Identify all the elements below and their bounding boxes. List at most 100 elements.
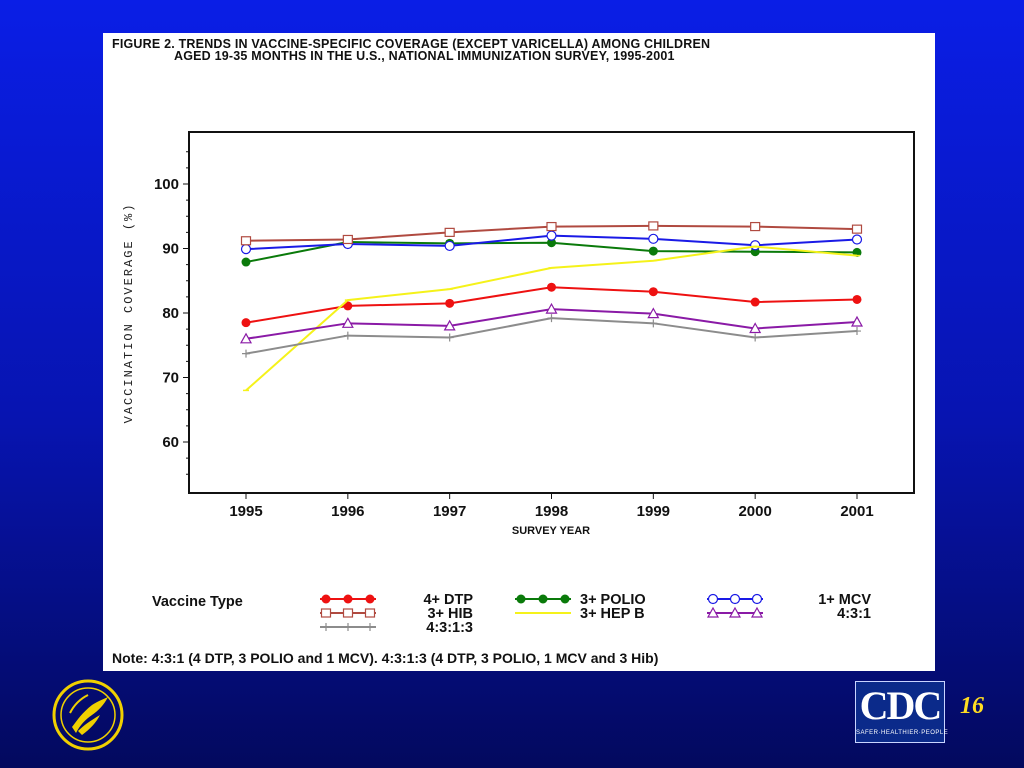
legend: 4+ DTP 3+ POLIO 1+ MCV 3+ HIB 3+ HEP B 4:3:1 4… [320, 592, 871, 636]
y-axis-title: VACCINATION COVERAGE (%) [122, 203, 136, 424]
series-layer [239, 221, 864, 392]
data-point [648, 233, 659, 244]
x-tick-label: 1996 [331, 503, 364, 520]
data-point [547, 282, 556, 292]
data-point [320, 608, 332, 618]
data-point [538, 594, 548, 604]
data-point [647, 307, 660, 319]
legend-label: 4:3:1:3 [426, 620, 473, 636]
data-point [242, 349, 250, 358]
legend-title: Vaccine Type [152, 594, 243, 610]
figure-title-line-1: FIGURE 2. TRENDS IN VACCINE-SPECIFIC COV… [112, 37, 711, 51]
x-axis-title: SURVEY YEAR [512, 525, 590, 537]
data-point [751, 593, 763, 605]
legend-label: 4+ DTP [423, 592, 473, 608]
data-point [750, 240, 761, 251]
data-point [750, 221, 761, 232]
legend-entry: 4+ DTP [320, 592, 473, 608]
hhs-seal-icon [52, 679, 124, 751]
cdc-logo-text: CDC [859, 683, 943, 728]
x-tick-label: 1997 [433, 503, 466, 520]
data-point [321, 594, 331, 604]
data-point [241, 318, 251, 328]
x-tick-label: 2001 [840, 503, 873, 520]
data-point [546, 230, 557, 241]
series-4-dtp [241, 282, 862, 328]
data-point [547, 238, 556, 248]
x-tick-label: 1998 [535, 503, 568, 520]
chart-svg: 60 70 80 90 100 1995 1996 1997 1998 1999 2000 2001… [122, 131, 915, 636]
data-point [343, 594, 353, 604]
data-point [365, 594, 375, 604]
y-tick-label: 70 [162, 370, 179, 387]
cdc-logo-tagline: SAFER·HEALTHIER·PEOPLE [856, 730, 949, 736]
legend-entry: 3+ HIB [320, 606, 473, 622]
data-point [545, 302, 558, 314]
data-point [364, 608, 376, 618]
data-point [648, 246, 658, 256]
page-number: 16 [960, 693, 984, 719]
data-point [648, 287, 658, 297]
legend-entry: 4:3:1 [706, 606, 871, 622]
y-axis: 60 70 80 90 100 [154, 151, 189, 475]
data-point [751, 333, 760, 342]
data-point [241, 257, 251, 267]
data-point [443, 319, 456, 331]
data-point [750, 297, 760, 307]
data-point [445, 333, 454, 342]
data-point [649, 319, 658, 328]
data-point [852, 294, 862, 304]
y-tick-label: 100 [154, 176, 179, 193]
data-point [750, 606, 764, 618]
data-point [444, 240, 455, 252]
figure-panel: FIGURE 2. TRENDS IN VACCINE-SPECIFIC COV… [103, 33, 935, 671]
data-point [853, 327, 861, 336]
data-point [851, 234, 863, 245]
x-tick-label: 2000 [738, 503, 771, 520]
legend-label: 1+ MCV [818, 592, 871, 608]
data-point [240, 236, 252, 246]
x-tick-label: 1999 [637, 503, 670, 520]
data-point [706, 606, 720, 618]
data-point [239, 332, 253, 344]
data-point [851, 224, 863, 234]
legend-entry: 1+ MCV [707, 592, 871, 608]
series-4-3-1-3 [242, 314, 861, 358]
series-4-3-1 [239, 302, 864, 344]
data-point [342, 608, 354, 618]
figure-note: Note: 4:3:1 (4 DTP, 3 POLIO and 1 MCV). … [112, 650, 659, 666]
data-point [749, 322, 762, 334]
data-point [648, 221, 659, 231]
legend-label: 3+ HEP B [580, 606, 645, 622]
figure-title-line-2: AGED 19-35 MONTHS IN THE U.S., NATIONAL … [174, 49, 675, 63]
data-point [707, 593, 719, 605]
legend-entry: 3+ HEP B [515, 606, 645, 622]
data-point [850, 315, 864, 327]
data-point [341, 317, 354, 328]
data-point [547, 314, 556, 323]
y-tick-label: 80 [162, 305, 179, 322]
data-point [322, 623, 330, 631]
data-point [516, 594, 526, 604]
x-axis: 1995 1996 1997 1998 1999 2000 2001 [229, 493, 874, 520]
legend-label: 3+ HIB [427, 606, 473, 622]
x-tick-label: 1995 [229, 503, 262, 520]
series-3-hep-b [243, 245, 860, 392]
y-tick-label: 90 [162, 241, 179, 258]
data-point [342, 234, 353, 245]
data-point [546, 221, 557, 232]
data-point [240, 244, 252, 255]
data-point [366, 623, 374, 631]
data-point [343, 331, 352, 340]
data-point [728, 606, 742, 618]
cdc-logo: CDC SAFER·HEALTHIER·PEOPLE [855, 681, 949, 743]
y-tick-label: 60 [162, 434, 179, 451]
data-point [344, 623, 352, 631]
data-point [445, 298, 455, 308]
data-point [560, 594, 570, 604]
data-point [343, 301, 353, 311]
data-point [729, 593, 741, 605]
legend-entry: 3+ POLIO [515, 592, 646, 608]
legend-entry: 4:3:1:3 [320, 620, 473, 636]
